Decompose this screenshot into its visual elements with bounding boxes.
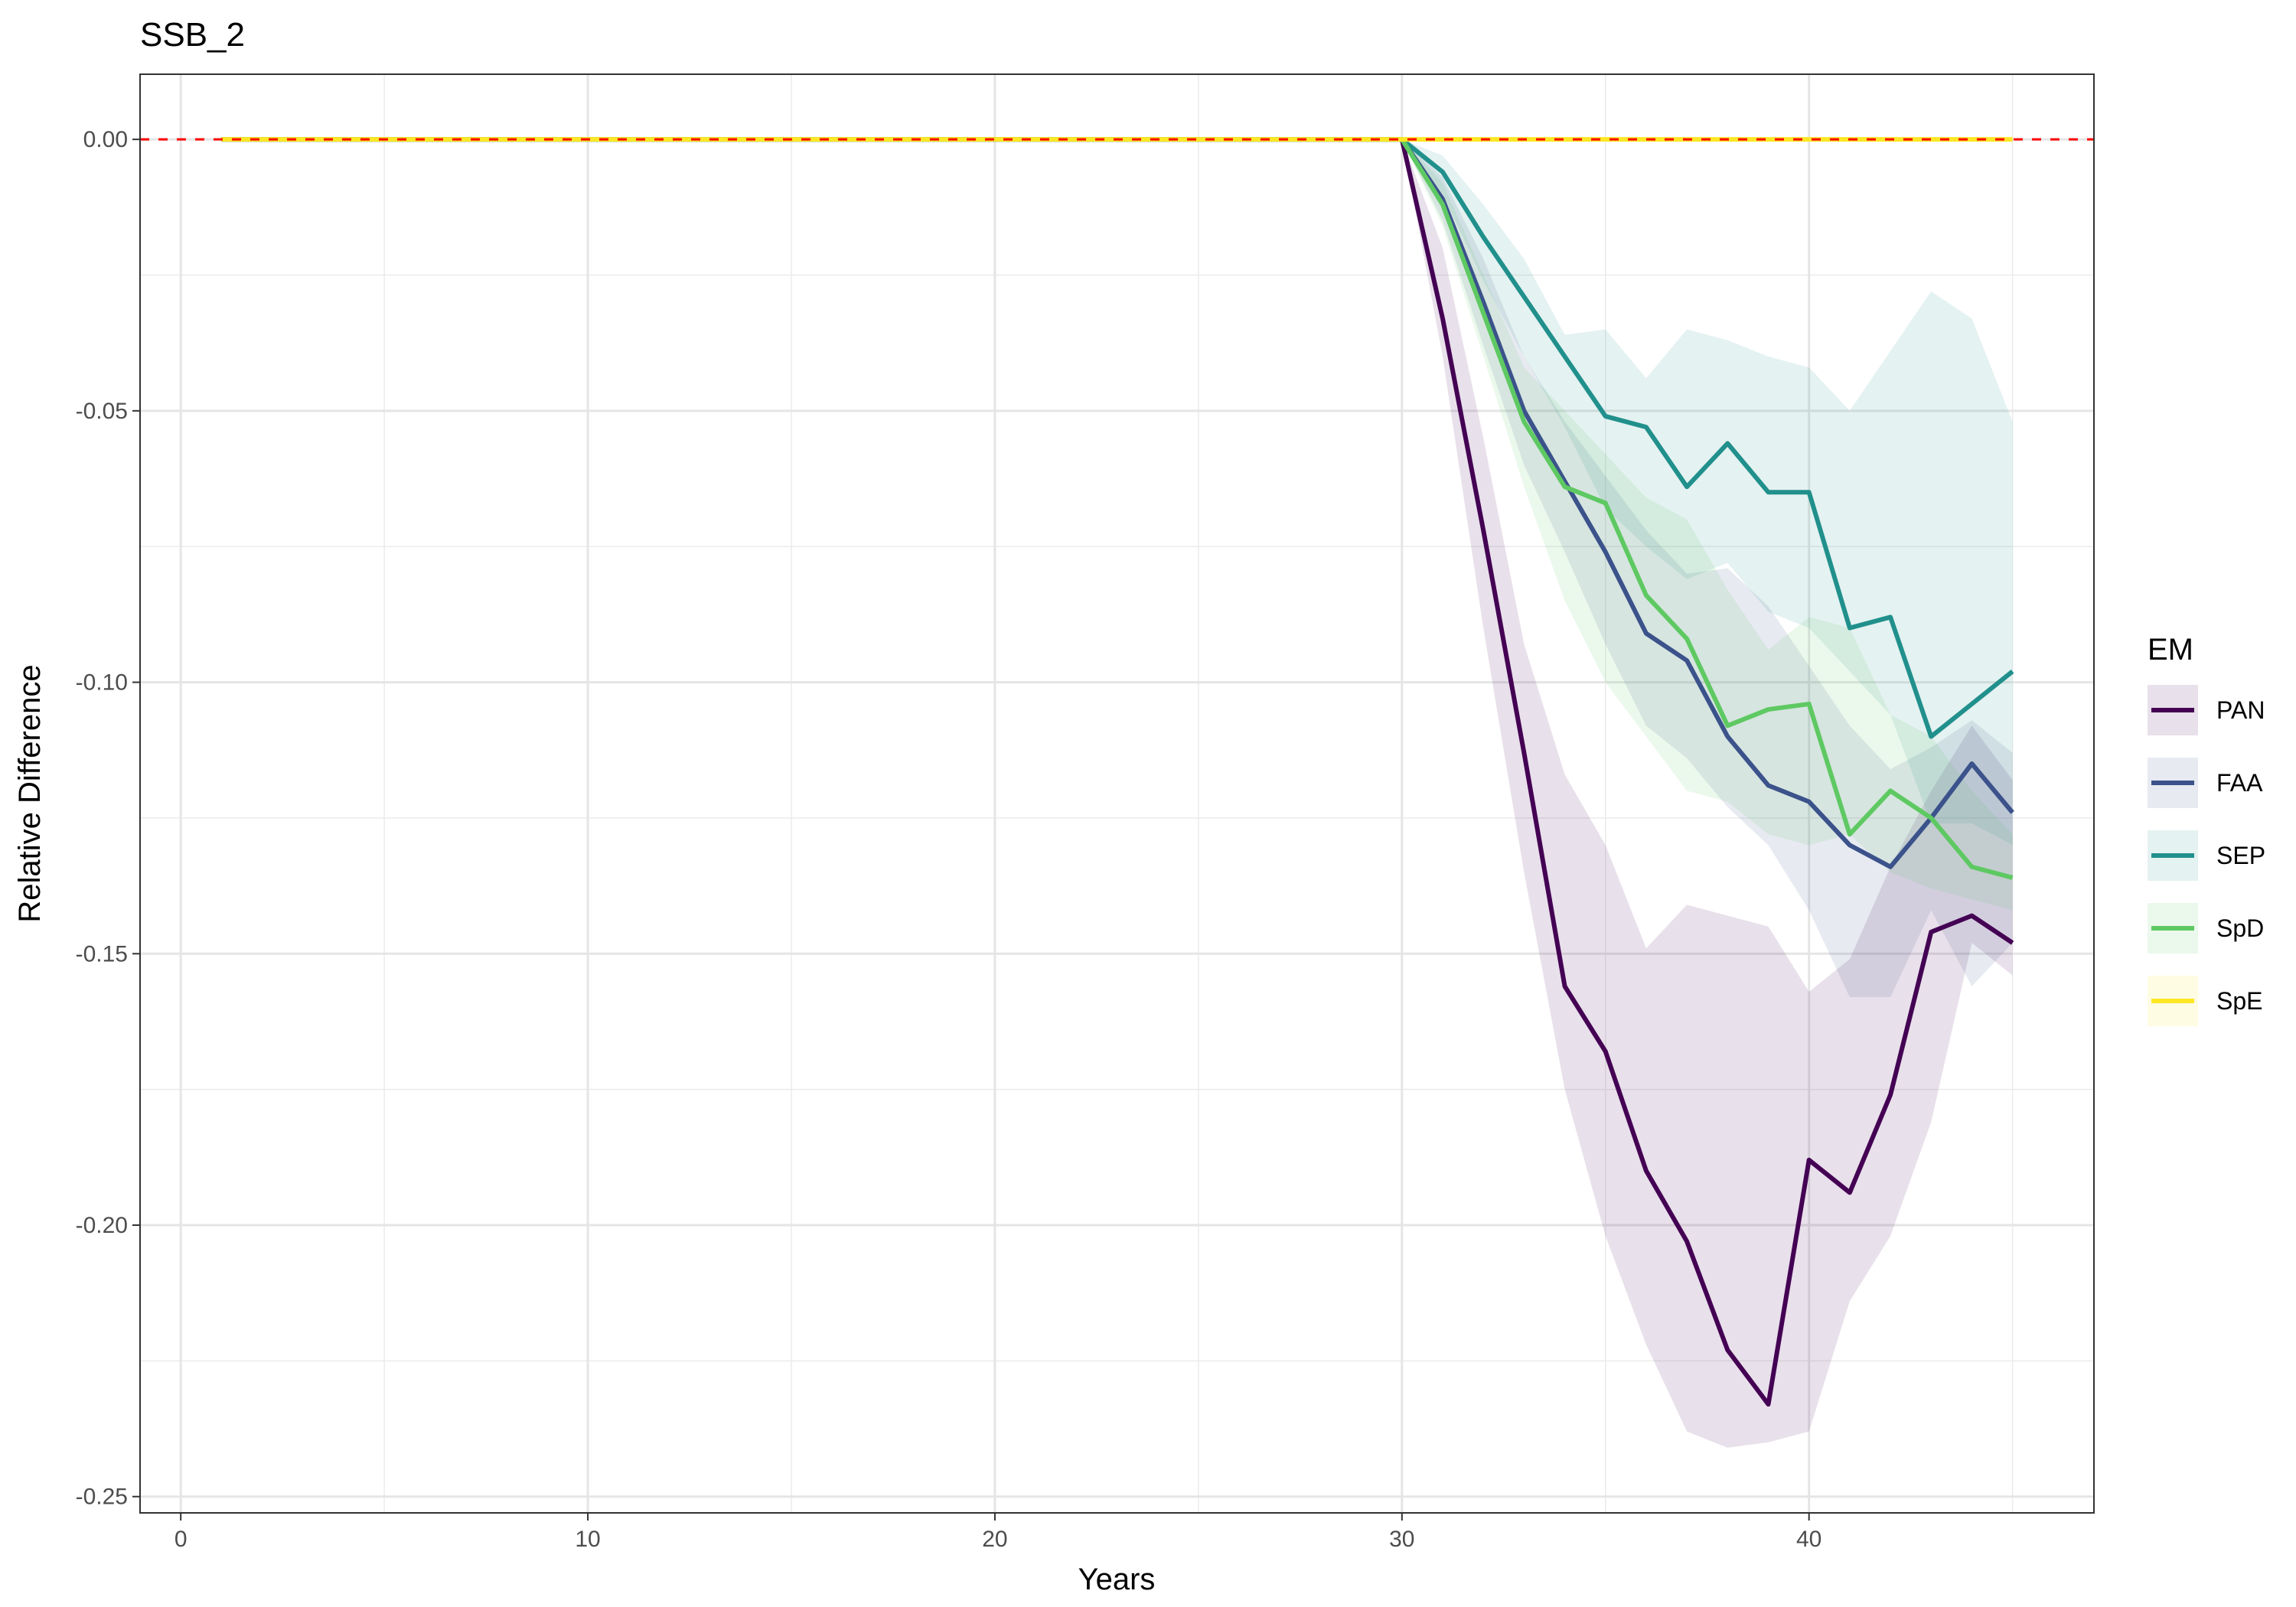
- legend-label-sep: SEP: [2216, 842, 2265, 869]
- y-tick-label: -0.10: [76, 670, 128, 696]
- ribbon-sep: [221, 139, 2013, 846]
- x-tick-label: 20: [982, 1527, 1007, 1552]
- ribbon-spd: [221, 139, 2013, 911]
- y-tick-label: 0.00: [83, 127, 128, 152]
- legend-label-faa: FAA: [2216, 769, 2263, 797]
- x-axis-ticks: 0 10 20 30 40: [174, 1513, 1821, 1552]
- ribbon-pan: [221, 139, 2013, 1448]
- grid-minor: [140, 74, 2094, 1513]
- ribbon-faa: [221, 139, 2013, 998]
- plot-panel: [139, 73, 2095, 1514]
- legend-item-sep: SEP: [2148, 830, 2265, 881]
- panel-background: [140, 74, 2094, 1513]
- chart-title: SSB_2: [140, 16, 245, 54]
- y-axis-title: Relative Difference: [13, 664, 47, 922]
- y-axis-ticks: 0.00 -0.05 -0.10 -0.15 -0.20 -0.25: [76, 127, 140, 1510]
- legend-title: EM: [2148, 633, 2193, 667]
- legend-item-pan: PAN: [2148, 685, 2265, 735]
- legend: EM PAN FAA SEP SpD SpE: [2148, 633, 2265, 1026]
- ribbons: [221, 139, 2013, 1448]
- x-axis-title: Years: [1078, 1563, 1156, 1596]
- panel-border: [139, 73, 2095, 1514]
- legend-item-faa: FAA: [2148, 758, 2263, 808]
- legend-item-spe: SpE: [2148, 976, 2262, 1026]
- x-tick-label: 40: [1796, 1527, 1821, 1552]
- y-tick-label: -0.25: [76, 1485, 128, 1510]
- legend-label-spe: SpE: [2216, 987, 2262, 1015]
- x-tick-label: 10: [575, 1527, 600, 1552]
- x-tick-label: 0: [174, 1527, 188, 1552]
- y-tick-label: -0.15: [76, 941, 128, 966]
- y-tick-label: -0.20: [76, 1213, 128, 1238]
- legend-item-spd: SpD: [2148, 903, 2264, 953]
- y-tick-label: -0.05: [76, 399, 128, 424]
- legend-label-pan: PAN: [2216, 696, 2265, 724]
- legend-label-spd: SpD: [2216, 914, 2264, 942]
- x-tick-label: 30: [1389, 1527, 1414, 1552]
